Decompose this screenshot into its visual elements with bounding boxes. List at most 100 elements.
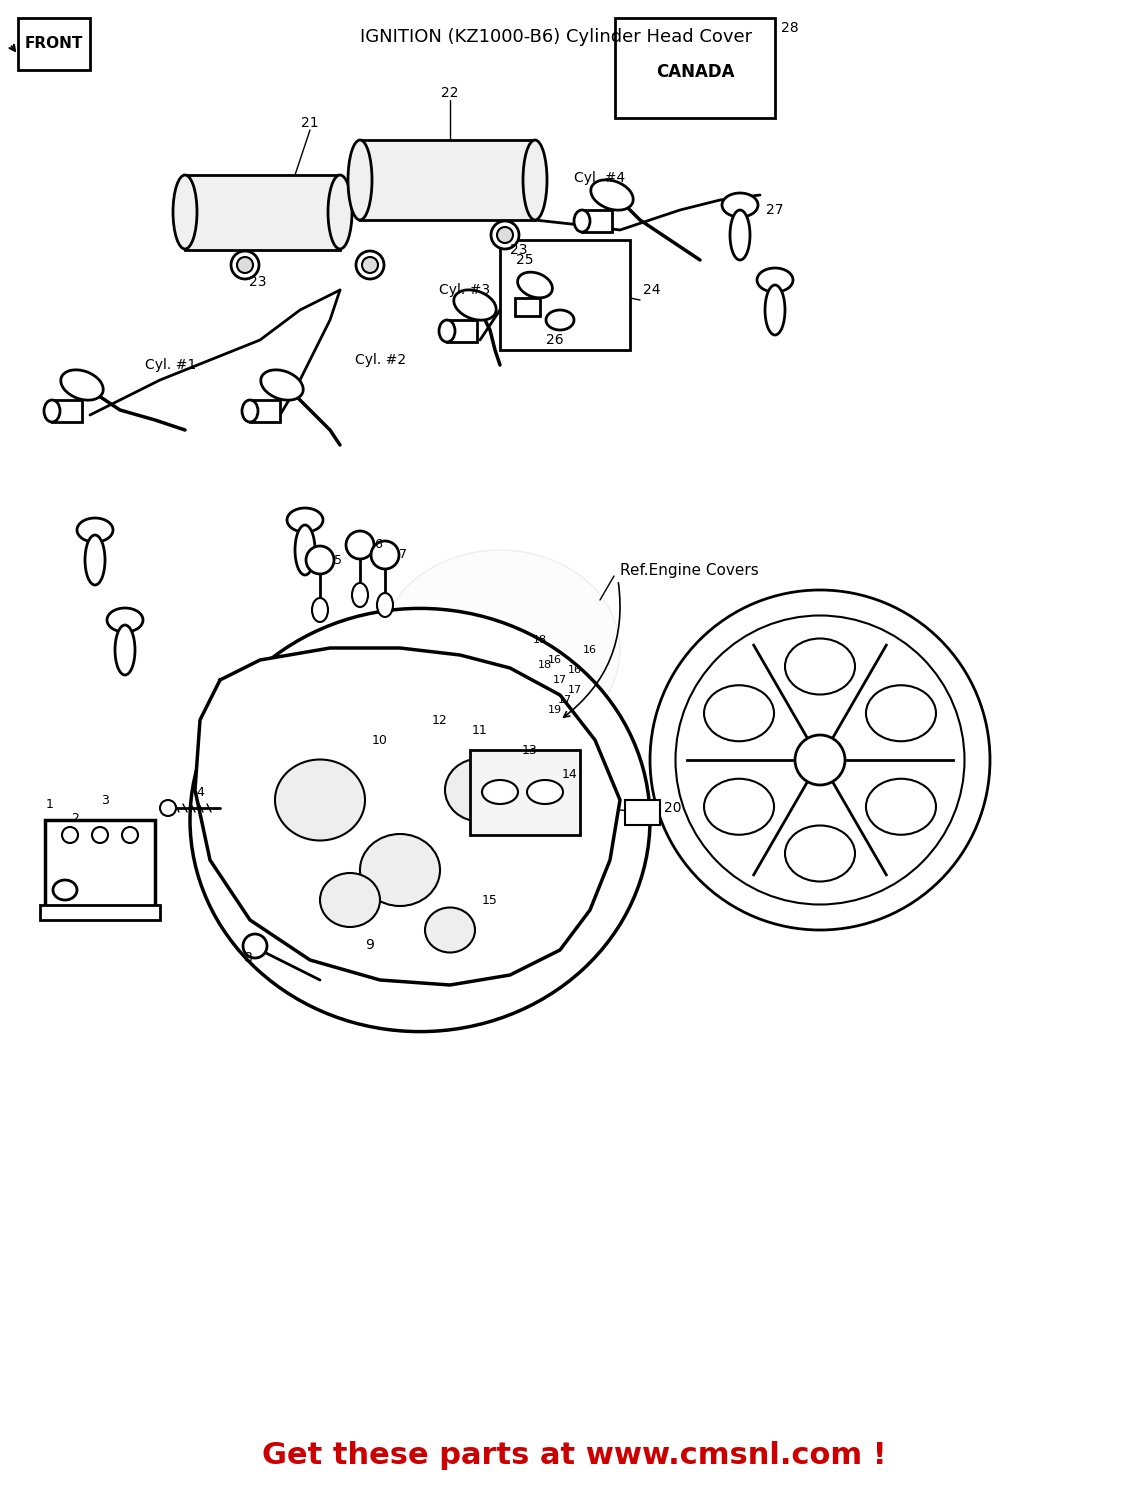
Text: 18: 18 (538, 660, 552, 670)
Ellipse shape (518, 272, 552, 298)
Text: 6: 6 (374, 538, 382, 552)
Ellipse shape (574, 210, 590, 232)
Ellipse shape (62, 827, 78, 843)
Ellipse shape (53, 880, 77, 900)
Ellipse shape (866, 778, 936, 834)
Bar (52, 400, 82, 422)
Ellipse shape (377, 592, 393, 616)
Ellipse shape (320, 873, 380, 927)
Ellipse shape (453, 290, 496, 320)
Ellipse shape (287, 509, 323, 532)
Ellipse shape (704, 686, 774, 741)
Text: 23: 23 (510, 243, 527, 256)
Ellipse shape (523, 140, 546, 220)
Ellipse shape (92, 827, 108, 843)
Ellipse shape (173, 176, 197, 249)
Text: 11: 11 (472, 723, 488, 736)
Text: 4: 4 (196, 786, 204, 798)
Text: 2: 2 (71, 812, 79, 825)
Text: 15: 15 (482, 894, 498, 906)
Text: 16: 16 (568, 664, 582, 675)
Text: 16: 16 (583, 645, 597, 656)
Ellipse shape (866, 686, 936, 741)
Text: 3: 3 (101, 794, 109, 807)
Bar (470, 750, 580, 836)
Ellipse shape (328, 176, 352, 249)
Text: 18: 18 (533, 634, 548, 645)
Bar (40, 904, 160, 920)
Text: 5: 5 (334, 554, 342, 567)
Ellipse shape (765, 285, 785, 334)
Text: 26: 26 (546, 333, 564, 346)
Text: 22: 22 (441, 86, 459, 100)
Ellipse shape (44, 400, 60, 422)
Text: 23: 23 (249, 274, 266, 290)
Text: 27: 27 (766, 202, 784, 217)
Ellipse shape (243, 934, 267, 958)
Ellipse shape (312, 598, 328, 622)
Text: 8: 8 (243, 951, 253, 964)
Ellipse shape (785, 639, 855, 694)
Ellipse shape (122, 827, 138, 843)
Text: Cyl. #3: Cyl. #3 (440, 284, 490, 297)
Bar (250, 400, 280, 422)
Ellipse shape (730, 210, 750, 260)
Ellipse shape (591, 180, 634, 210)
Ellipse shape (491, 220, 519, 249)
Ellipse shape (439, 320, 455, 342)
Ellipse shape (445, 759, 515, 822)
Ellipse shape (295, 525, 315, 574)
Text: 10: 10 (372, 734, 388, 747)
Bar (582, 210, 612, 232)
Ellipse shape (242, 400, 258, 422)
Ellipse shape (722, 194, 758, 217)
Ellipse shape (352, 584, 369, 608)
Ellipse shape (360, 834, 440, 906)
Bar (625, 800, 660, 825)
Text: FRONT: FRONT (25, 36, 83, 51)
Ellipse shape (236, 256, 253, 273)
Text: Cyl. #2: Cyl. #2 (355, 352, 406, 368)
Text: 1: 1 (46, 798, 54, 812)
Text: 21: 21 (301, 116, 319, 130)
Text: 17: 17 (568, 686, 582, 694)
Ellipse shape (346, 531, 374, 560)
Polygon shape (195, 648, 620, 986)
Text: Cyl. #4: Cyl. #4 (574, 171, 626, 184)
Bar (615, 18, 775, 118)
Text: 28: 28 (781, 21, 799, 34)
Bar (447, 320, 478, 342)
Bar (18, 18, 90, 70)
Text: 17: 17 (558, 694, 572, 705)
Text: 20: 20 (665, 801, 682, 814)
Text: 7: 7 (400, 549, 408, 561)
Text: 24: 24 (643, 284, 661, 297)
Ellipse shape (650, 590, 990, 930)
Ellipse shape (757, 268, 793, 292)
Ellipse shape (785, 825, 855, 882)
Ellipse shape (356, 251, 383, 279)
Ellipse shape (348, 140, 372, 220)
Ellipse shape (115, 626, 135, 675)
Ellipse shape (307, 546, 334, 574)
Ellipse shape (276, 759, 365, 840)
Text: Get these parts at www.cmsnl.com !: Get these parts at www.cmsnl.com ! (262, 1440, 886, 1470)
Text: 9: 9 (365, 938, 374, 952)
Ellipse shape (371, 542, 400, 568)
Ellipse shape (527, 780, 563, 804)
Text: 12: 12 (432, 714, 448, 726)
Ellipse shape (261, 370, 303, 400)
Text: Ref.Engine Covers: Ref.Engine Covers (620, 562, 759, 578)
Text: 25: 25 (517, 254, 534, 267)
Ellipse shape (704, 778, 774, 834)
Ellipse shape (425, 908, 475, 952)
Ellipse shape (191, 609, 650, 1032)
Text: 13: 13 (522, 744, 538, 756)
Ellipse shape (77, 518, 113, 542)
Bar (515, 298, 540, 316)
Bar (501, 240, 630, 350)
Bar (45, 821, 155, 910)
Ellipse shape (796, 735, 845, 784)
Text: 19: 19 (548, 705, 563, 716)
Ellipse shape (160, 800, 176, 816)
